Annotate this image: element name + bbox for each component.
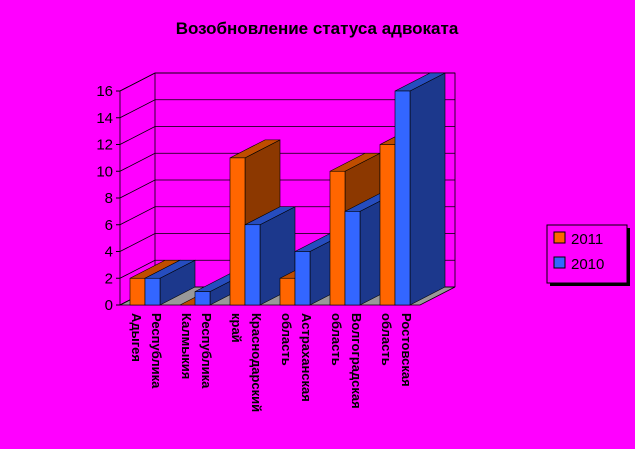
bar-front xyxy=(379,144,396,306)
y-tick-label: 14 xyxy=(96,110,113,127)
y-tick-label: 6 xyxy=(105,217,113,234)
bar-front xyxy=(279,277,296,306)
chart-title: Возобновление статуса адвоката xyxy=(176,19,459,38)
y-tick-label: 4 xyxy=(105,244,113,261)
bar-front xyxy=(329,170,346,306)
bar-front xyxy=(244,224,261,306)
x-tick-label: РеспубликаКалмыкия xyxy=(179,313,214,389)
bar-front xyxy=(344,211,361,306)
bar-side xyxy=(409,72,446,306)
grid-line xyxy=(119,152,455,172)
bar xyxy=(144,259,196,306)
x-tick-label: РеспубликаАдыгея xyxy=(129,313,164,389)
y-tick-label: 2 xyxy=(105,270,113,287)
legend-swatch xyxy=(553,256,566,269)
bar-front xyxy=(229,157,246,306)
legend-label: 2010 xyxy=(571,256,604,273)
x-tick-label: Ростовскаяобласть xyxy=(379,313,414,387)
y-tick-label: 10 xyxy=(96,163,113,180)
bar-front xyxy=(394,90,411,306)
x-tick-label: Волгоградскаяобласть xyxy=(329,313,364,409)
bar-front xyxy=(294,251,311,306)
bar-front xyxy=(194,291,211,306)
grid-line xyxy=(119,99,455,119)
x-tick-label: Астраханскаяобласть xyxy=(279,313,314,402)
y-tick-label: 0 xyxy=(105,297,113,314)
bar-front xyxy=(144,277,161,306)
bar-front xyxy=(129,277,146,306)
bar xyxy=(394,72,446,306)
legend-label: 2011 xyxy=(571,231,603,248)
x-tick-label: Краснодарскийкрай xyxy=(229,313,264,412)
y-tick-label: 16 xyxy=(96,83,113,100)
legend-swatch xyxy=(553,231,566,244)
grid-line xyxy=(119,72,455,92)
grid-line xyxy=(119,126,455,145)
y-tick-label: 8 xyxy=(105,190,113,207)
y-tick-label: 12 xyxy=(96,137,113,154)
